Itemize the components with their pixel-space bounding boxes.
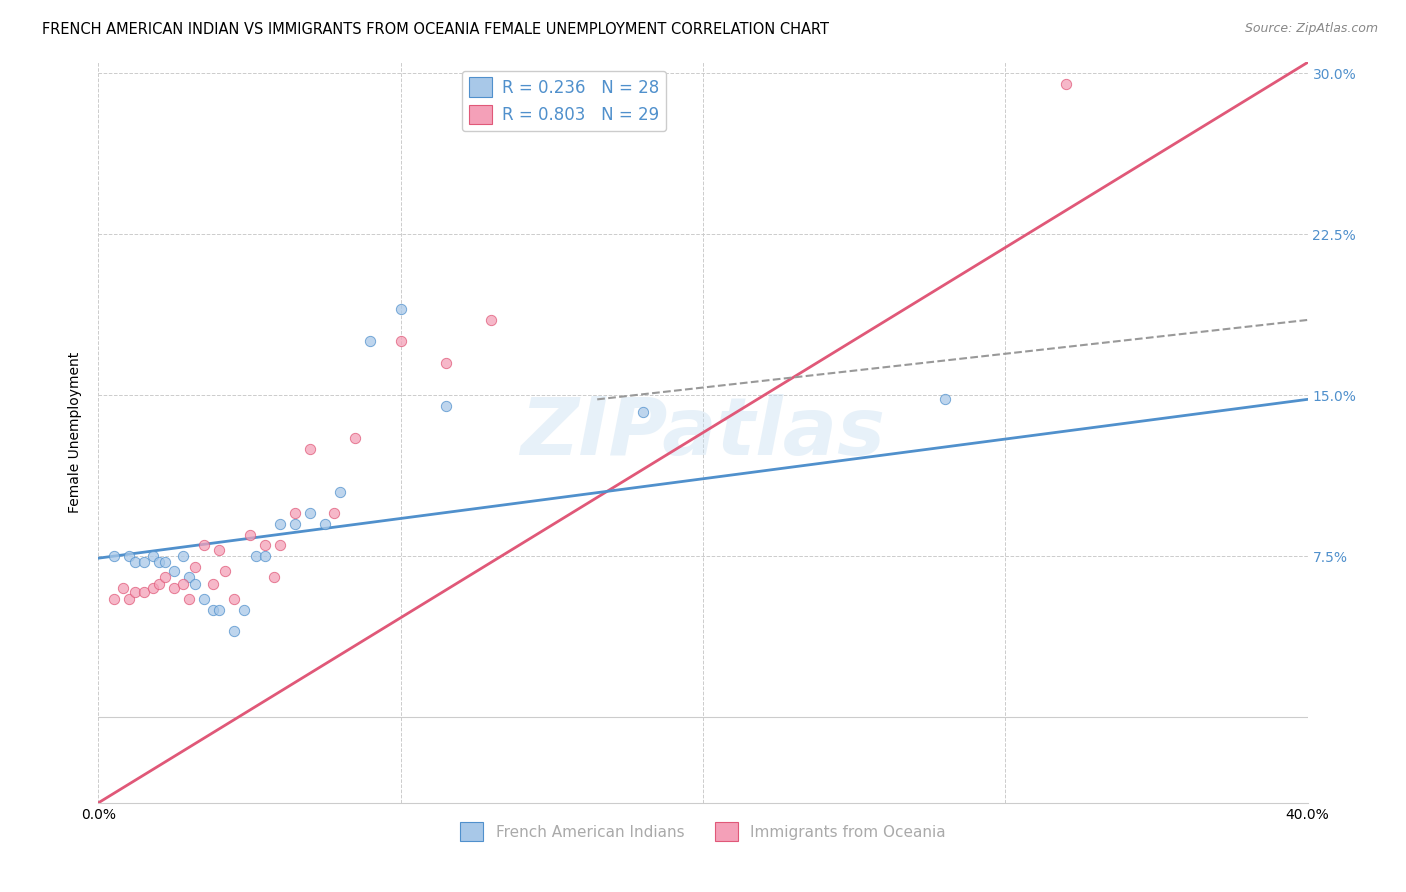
Point (299, 506, 322, 520)
Point (202, 577, 225, 591)
Point (124, 585, 146, 599)
Point (299, 442, 322, 456)
Point (132, 585, 155, 599)
Point (153, 556, 176, 570)
Point (284, 516, 307, 531)
Legend: French American Indians, Immigrants from Oceania: French American Indians, Immigrants from… (454, 816, 952, 847)
Point (184, 577, 207, 591)
Point (193, 591, 215, 606)
Point (245, 549, 267, 563)
Point (132, 556, 155, 570)
Y-axis label: Female Unemployment: Female Unemployment (69, 352, 83, 513)
Point (148, 556, 170, 570)
Point (934, 392, 956, 407)
Text: FRENCH AMERICAN INDIAN VS IMMIGRANTS FROM OCEANIA FEMALE UNEMPLOYMENT CORRELATIO: FRENCH AMERICAN INDIAN VS IMMIGRANTS FRO… (42, 22, 830, 37)
Text: Source: ZipAtlas.com: Source: ZipAtlas.com (1244, 22, 1378, 36)
Point (269, 538, 291, 552)
Point (172, 549, 194, 563)
Point (208, 602, 231, 616)
Point (253, 549, 276, 563)
Point (284, 506, 307, 520)
Point (124, 556, 146, 570)
Point (360, 334, 382, 349)
Point (239, 527, 262, 541)
Point (103, 549, 125, 563)
Point (263, 570, 285, 584)
Point (214, 564, 236, 578)
Point (142, 549, 165, 563)
Point (163, 581, 186, 595)
Point (389, 334, 412, 349)
Point (142, 581, 165, 595)
Point (163, 564, 186, 578)
Point (153, 570, 176, 584)
Point (172, 577, 194, 591)
Point (344, 431, 367, 445)
Point (434, 399, 457, 413)
Point (103, 591, 125, 606)
Point (1054, 77, 1077, 91)
Point (224, 591, 246, 606)
Point (224, 624, 246, 639)
Point (323, 506, 346, 520)
Point (148, 577, 170, 591)
Point (481, 313, 503, 327)
Point (389, 302, 412, 317)
Point (118, 591, 141, 606)
Point (434, 356, 457, 370)
Point (118, 549, 141, 563)
Point (253, 538, 276, 552)
Point (208, 542, 231, 557)
Point (179, 570, 201, 584)
Point (631, 405, 654, 419)
Point (202, 602, 225, 616)
Point (329, 484, 352, 499)
Point (314, 516, 336, 531)
Point (269, 516, 291, 531)
Point (184, 559, 207, 574)
Point (111, 581, 134, 595)
Point (193, 538, 215, 552)
Point (179, 591, 201, 606)
Point (232, 602, 254, 616)
Text: ZIPatlas: ZIPatlas (520, 393, 886, 472)
